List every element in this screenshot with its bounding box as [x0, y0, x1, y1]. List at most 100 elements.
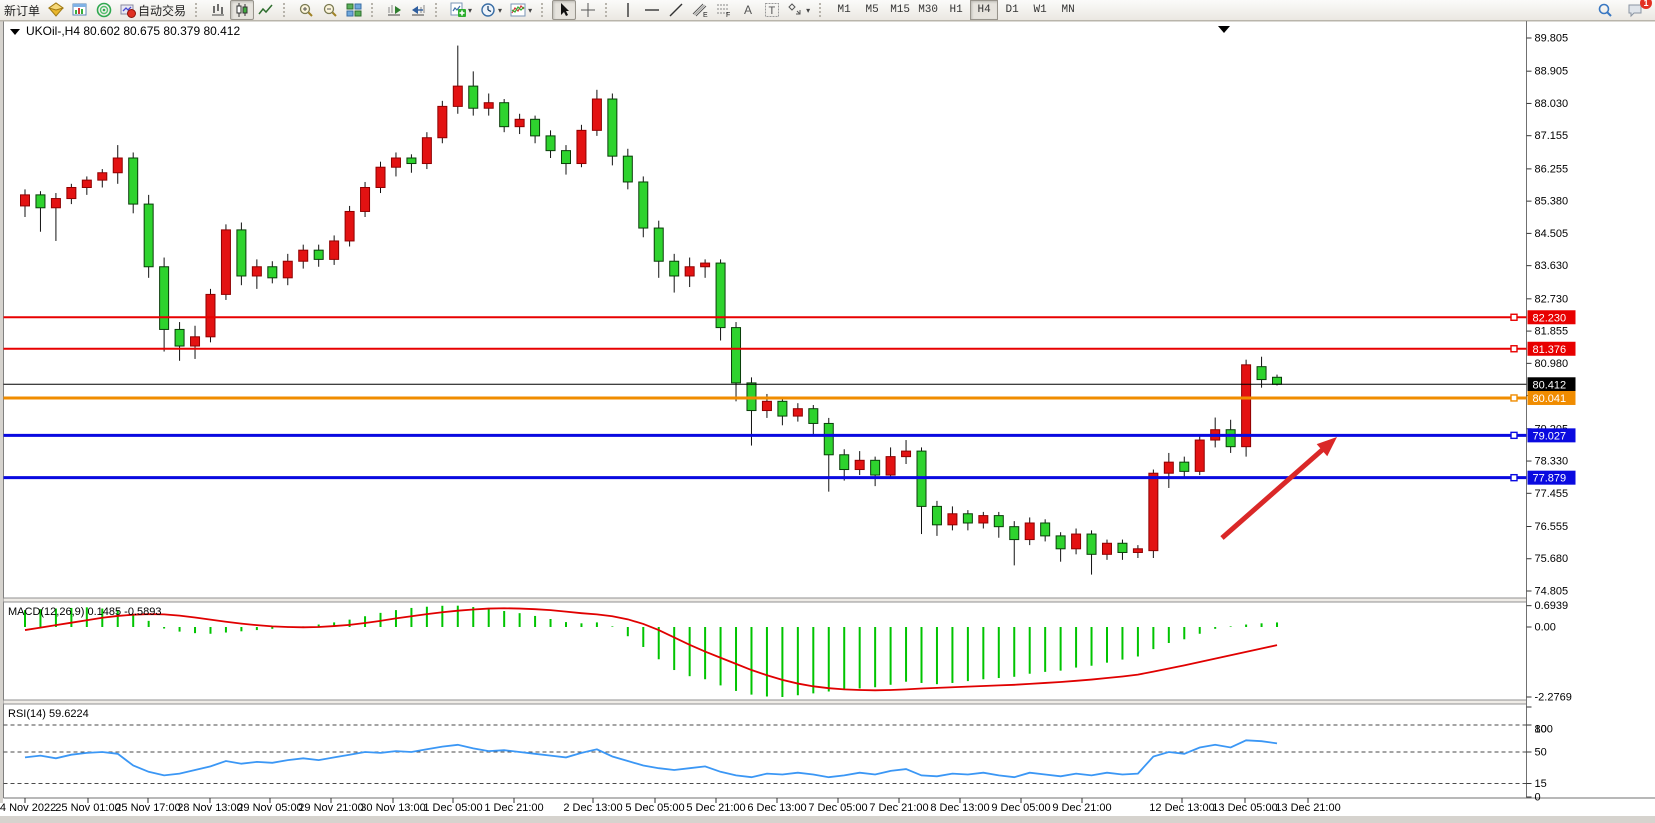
chevron-down-icon[interactable]: ▾	[528, 5, 533, 15]
timeframe-button-m15[interactable]: M15	[890, 4, 910, 16]
toolbar-separator	[541, 3, 548, 17]
timeframe-button-mn[interactable]: MN	[1061, 4, 1075, 16]
toolbar-group	[552, 0, 600, 20]
timeframe-button-m1[interactable]: M1	[837, 4, 851, 16]
candle	[174, 328, 185, 347]
candlestick-chart-icon	[234, 2, 250, 18]
vertical-line-icon	[620, 2, 636, 18]
new-chart-window-icon	[72, 2, 88, 18]
price-axis-tick: 89.805	[1535, 33, 1569, 45]
svg-text:T: T	[769, 5, 776, 17]
candle	[669, 260, 680, 277]
broadcast-icon[interactable]	[92, 0, 116, 20]
price-tag	[1527, 377, 1576, 392]
chart-shift-icon[interactable]	[406, 0, 430, 20]
candle	[20, 194, 30, 207]
zoom-in-icon[interactable]	[294, 0, 318, 20]
rsi-line	[24, 739, 1278, 779]
algo-trading-button[interactable]: 自动交易	[116, 0, 190, 20]
equidistant-channel-icon[interactable]: E	[688, 0, 712, 20]
macd-label: MACD(12,26,9) 0.1485 -0.5893	[8, 606, 161, 618]
time-axis-label: 5 Dec 21:00	[686, 802, 745, 814]
line-chart-icon[interactable]	[254, 0, 278, 20]
timeframe-button-m30[interactable]: M30	[918, 4, 938, 16]
bar-chart-icon[interactable]	[206, 0, 230, 20]
auto-scroll-icon[interactable]	[382, 0, 406, 20]
toolbar-separator	[435, 3, 442, 17]
zoom-out-icon[interactable]	[318, 0, 342, 20]
cursor-icon[interactable]	[552, 0, 577, 20]
line-handle[interactable]	[1510, 394, 1518, 402]
candle	[792, 408, 803, 417]
new-chart-icon[interactable]: ▾	[446, 0, 476, 20]
new-order-button-label: 新订单	[4, 3, 41, 18]
candle	[870, 459, 881, 476]
chart-menu-icon[interactable]	[10, 29, 20, 35]
candle	[1117, 542, 1128, 553]
metaeditor-icon	[48, 2, 65, 18]
text-icon: A	[740, 2, 756, 18]
arrows-icon[interactable]: ▾	[784, 0, 814, 20]
metaeditor-icon[interactable]	[44, 0, 68, 20]
horizontal-line-icon[interactable]	[640, 0, 664, 20]
time-axis-label: 5 Dec 05:00	[625, 802, 684, 814]
timeframe-button-w1[interactable]: W1	[1033, 4, 1047, 16]
crosshair-icon[interactable]	[576, 0, 600, 20]
timeframe-button-m5[interactable]: M5	[865, 4, 879, 16]
bar-chart-icon	[210, 2, 226, 18]
candle	[854, 459, 865, 471]
candle	[1194, 439, 1205, 472]
chevron-down-icon[interactable]: ▾	[806, 5, 811, 15]
candle	[1179, 461, 1190, 472]
trend-arrow-head[interactable]	[1316, 437, 1337, 457]
candle	[885, 456, 896, 476]
trendline-icon[interactable]	[664, 0, 688, 20]
toolbar-group: 新订单 自动交易	[0, 0, 190, 20]
toolbar-group: E F A T ▾	[616, 0, 814, 20]
fibonacci-icon[interactable]: F	[712, 0, 736, 20]
line-handle[interactable]	[1510, 431, 1518, 440]
price-axis-tick: 81.855	[1535, 326, 1569, 338]
periods-clock-icon[interactable]: ▾	[476, 0, 506, 20]
chevron-down-icon[interactable]: ▾	[468, 5, 473, 15]
candle	[298, 249, 309, 262]
candle	[128, 157, 139, 205]
trend-arrow[interactable]	[1220, 443, 1330, 540]
timeframe-button-h1[interactable]: H1	[949, 4, 963, 16]
timeframe-button-d1[interactable]: D1	[1005, 4, 1019, 16]
vertical-line-icon[interactable]	[616, 0, 640, 20]
candle	[545, 135, 556, 152]
candle	[344, 210, 355, 242]
price-tag	[1527, 428, 1576, 443]
candle	[112, 157, 123, 174]
indicators-icon[interactable]: ▾	[506, 0, 536, 20]
broadcast-icon	[96, 2, 112, 18]
timeframe-toolbar: M1 M5 M15 M30 H1 H4 D1 W1 MN	[830, 0, 1082, 20]
search-icon[interactable]	[1593, 0, 1617, 20]
line-handle[interactable]	[1510, 313, 1518, 321]
candle	[1241, 364, 1252, 448]
line-handle[interactable]	[1510, 345, 1518, 353]
periods-clock-icon	[480, 2, 496, 18]
candle	[622, 155, 633, 183]
tile-windows-icon[interactable]	[342, 0, 366, 20]
scroll-end-marker[interactable]	[1218, 26, 1230, 33]
time-axis-label: 1 Dec 05:00	[423, 802, 482, 814]
candle	[607, 98, 618, 157]
chevron-down-icon[interactable]: ▾	[498, 5, 503, 15]
timeframe-button-h4[interactable]: H4	[970, 0, 999, 20]
line-handle[interactable]	[1510, 473, 1518, 482]
time-axis-label: 24 Nov 2022	[0, 802, 56, 814]
text-label-icon[interactable]: T	[760, 0, 784, 20]
new-chart-window-icon[interactable]	[68, 0, 92, 20]
price-axis-tick: 85.380	[1535, 196, 1569, 208]
chart-canvas: 89.805 88.905 88.030 87.155 86.255 85.380 84.5…	[0, 20, 1655, 823]
text-icon[interactable]: A	[736, 0, 760, 20]
chat-icon[interactable]: 1	[1623, 0, 1652, 20]
price-axis-tick: 84.505	[1535, 228, 1569, 240]
new-order-button[interactable]: 新订单	[0, 0, 44, 20]
cursor-icon	[556, 2, 572, 18]
candlestick-chart-icon[interactable]	[230, 0, 255, 20]
price-axis-tick: 78.330	[1535, 456, 1569, 468]
indicators-icon	[510, 2, 526, 18]
